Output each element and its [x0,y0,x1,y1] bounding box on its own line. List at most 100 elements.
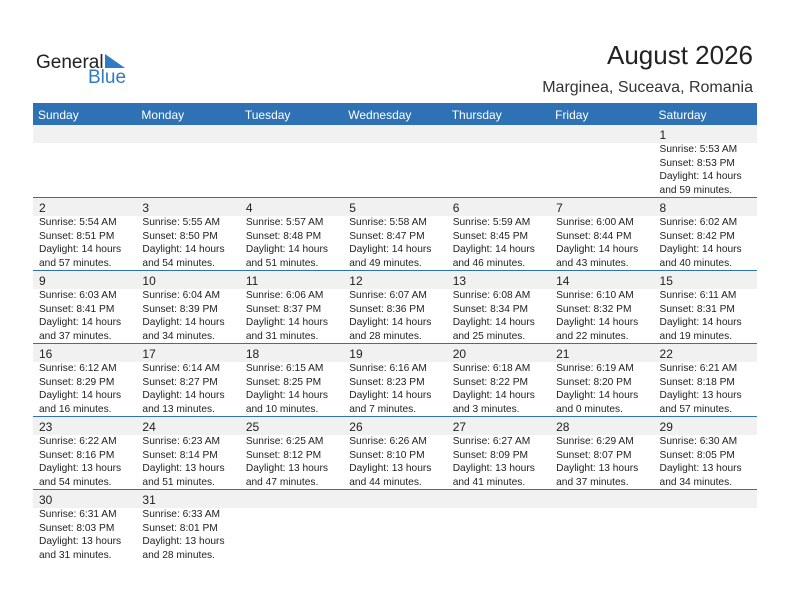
daylight-minutes: and 31 minutes. [39,549,112,561]
sunrise: Sunrise: 6:12 AM [39,363,117,374]
day-cell: 14 Sunrise: 6:10 AM Sunset: 8:32 PM Dayligh… [550,271,653,343]
daylight: Daylight: 14 hours [659,244,742,255]
sunrise: Sunrise: 6:00 AM [556,217,634,228]
sunset: Sunset: 8:47 PM [349,230,425,242]
daylight-minutes: and 44 minutes. [349,476,422,488]
day-number: 24 [142,420,156,434]
daylight: Daylight: 14 hours [245,317,328,328]
sunset: Sunset: 8:09 PM [452,449,529,461]
sunset: Sunset: 8:14 PM [142,449,218,461]
weekday-monday: Monday [141,108,185,122]
day-cell [654,490,757,563]
day-number: 26 [349,420,363,434]
day-cell: 10 Sunrise: 6:04 AM Sunset: 8:39 PM Dayligh… [136,271,239,343]
daylight-minutes: and 7 minutes. [349,403,417,415]
daylight-minutes: and 10 minutes. [245,403,319,415]
daylight: Daylight: 13 hours [349,463,432,474]
sunrise: Sunrise: 6:04 AM [142,290,221,301]
day-number: 13 [452,274,467,288]
day-number: 29 [659,420,673,434]
daylight: Daylight: 14 hours [452,317,535,328]
sunset: Sunset: 8:48 PM [245,230,322,242]
day-cell: 13 Sunrise: 6:08 AM Sunset: 8:34 PM Dayligh… [447,271,550,343]
sunset: Sunset: 8:10 PM [349,449,425,461]
day-cell [343,490,446,563]
daylight-minutes: and 34 minutes. [659,476,733,488]
sunset: Sunset: 8:29 PM [39,376,115,388]
daylight: Daylight: 14 hours [659,317,742,328]
day-cell: 29 Sunrise: 6:30 AM Sunset: 8:05 PM Dayligh… [654,417,757,489]
day-number: 28 [556,420,570,434]
daylight-minutes: and 0 minutes. [556,403,623,415]
day-number: 8 [659,201,667,215]
day-number: 20 [452,347,467,361]
day-cell: 21 Sunrise: 6:19 AM Sunset: 8:20 PM Dayligh… [550,344,653,416]
daylight: Daylight: 14 hours [659,171,742,182]
sunset: Sunset: 8:41 PM [39,303,115,315]
daylight: Daylight: 14 hours [142,390,225,401]
logo-blue: Blue [88,67,127,88]
day-cell: 6 Sunrise: 5:59 AM Sunset: 8:45 PM Daylight… [447,198,550,270]
sunset: Sunset: 8:32 PM [556,303,632,315]
sunrise: Sunrise: 5:59 AM [452,217,531,228]
sunset: Sunset: 8:37 PM [245,303,322,315]
day-number: 19 [349,347,363,361]
sunrise: Sunrise: 6:07 AM [349,290,427,301]
sunset: Sunset: 8:27 PM [142,376,218,388]
sunrise: Sunrise: 6:25 AM [245,436,324,447]
day-number: 14 [556,274,570,288]
day-number: 5 [349,201,356,215]
sunset: Sunset: 8:12 PM [245,449,322,461]
weekday-friday: Friday [555,108,589,122]
day-cell: 16 Sunrise: 6:12 AM Sunset: 8:29 PM Dayligh… [33,344,136,416]
daylight-minutes: and 41 minutes. [452,476,526,488]
sunrise: Sunrise: 5:55 AM [142,217,221,228]
location: Marginea, Suceava, Romania [542,79,753,96]
daylight-minutes: and 16 minutes. [39,403,112,415]
day-cell: 22 Sunrise: 6:21 AM Sunset: 8:18 PM Dayligh… [654,344,757,416]
daylight: Daylight: 13 hours [556,463,639,474]
sunrise: Sunrise: 5:54 AM [39,217,117,228]
day-cell: 24 Sunrise: 6:23 AM Sunset: 8:14 PM Dayligh… [136,417,239,489]
day-cell [343,125,446,197]
daylight-minutes: and 54 minutes. [142,257,215,269]
daylight-minutes: and 57 minutes. [659,403,733,415]
day-cell: 17 Sunrise: 6:14 AM Sunset: 8:27 PM Dayligh… [136,344,239,416]
page-title: August 2026 [606,40,753,70]
day-number: 21 [556,347,570,361]
daylight: Daylight: 14 hours [39,390,122,401]
day-cell [550,125,653,197]
week-row: 2 Sunrise: 5:54 AM Sunset: 8:51 PM Daylight… [33,198,757,271]
daylight: Daylight: 14 hours [556,390,639,401]
daylight-minutes: and 47 minutes. [245,476,319,488]
sunset: Sunset: 8:05 PM [659,449,735,461]
daylight-minutes: and 28 minutes. [142,549,215,561]
daylight-minutes: and 46 minutes. [452,257,526,269]
daylight-minutes: and 49 minutes. [349,257,422,269]
daylight-minutes: and 31 minutes. [245,330,319,342]
day-cell [447,490,550,563]
sunrise: Sunrise: 5:57 AM [245,217,324,228]
daylight: Daylight: 14 hours [556,244,639,255]
sunrise: Sunrise: 6:23 AM [142,436,221,447]
day-number: 12 [349,274,363,288]
day-cell: 25 Sunrise: 6:25 AM Sunset: 8:12 PM Dayligh… [240,417,343,489]
sunset: Sunset: 8:50 PM [142,230,218,242]
sunset: Sunset: 8:34 PM [452,303,529,315]
daylight: Daylight: 13 hours [39,536,122,547]
day-cell [447,125,550,197]
sunrise: Sunrise: 6:26 AM [349,436,427,447]
daylight-minutes: and 37 minutes. [556,476,629,488]
sunset: Sunset: 8:07 PM [556,449,632,461]
day-number: 30 [39,493,53,507]
day-number: 16 [39,347,53,361]
daylight: Daylight: 14 hours [39,317,122,328]
sunset: Sunset: 8:20 PM [556,376,632,388]
sunset: Sunset: 8:53 PM [659,157,735,169]
daylight: Daylight: 14 hours [452,390,535,401]
day-number: 17 [142,347,156,361]
daylight: Daylight: 14 hours [556,317,639,328]
sunset: Sunset: 8:42 PM [659,230,735,242]
daylight: Daylight: 14 hours [245,390,328,401]
sunrise: Sunrise: 6:10 AM [556,290,634,301]
